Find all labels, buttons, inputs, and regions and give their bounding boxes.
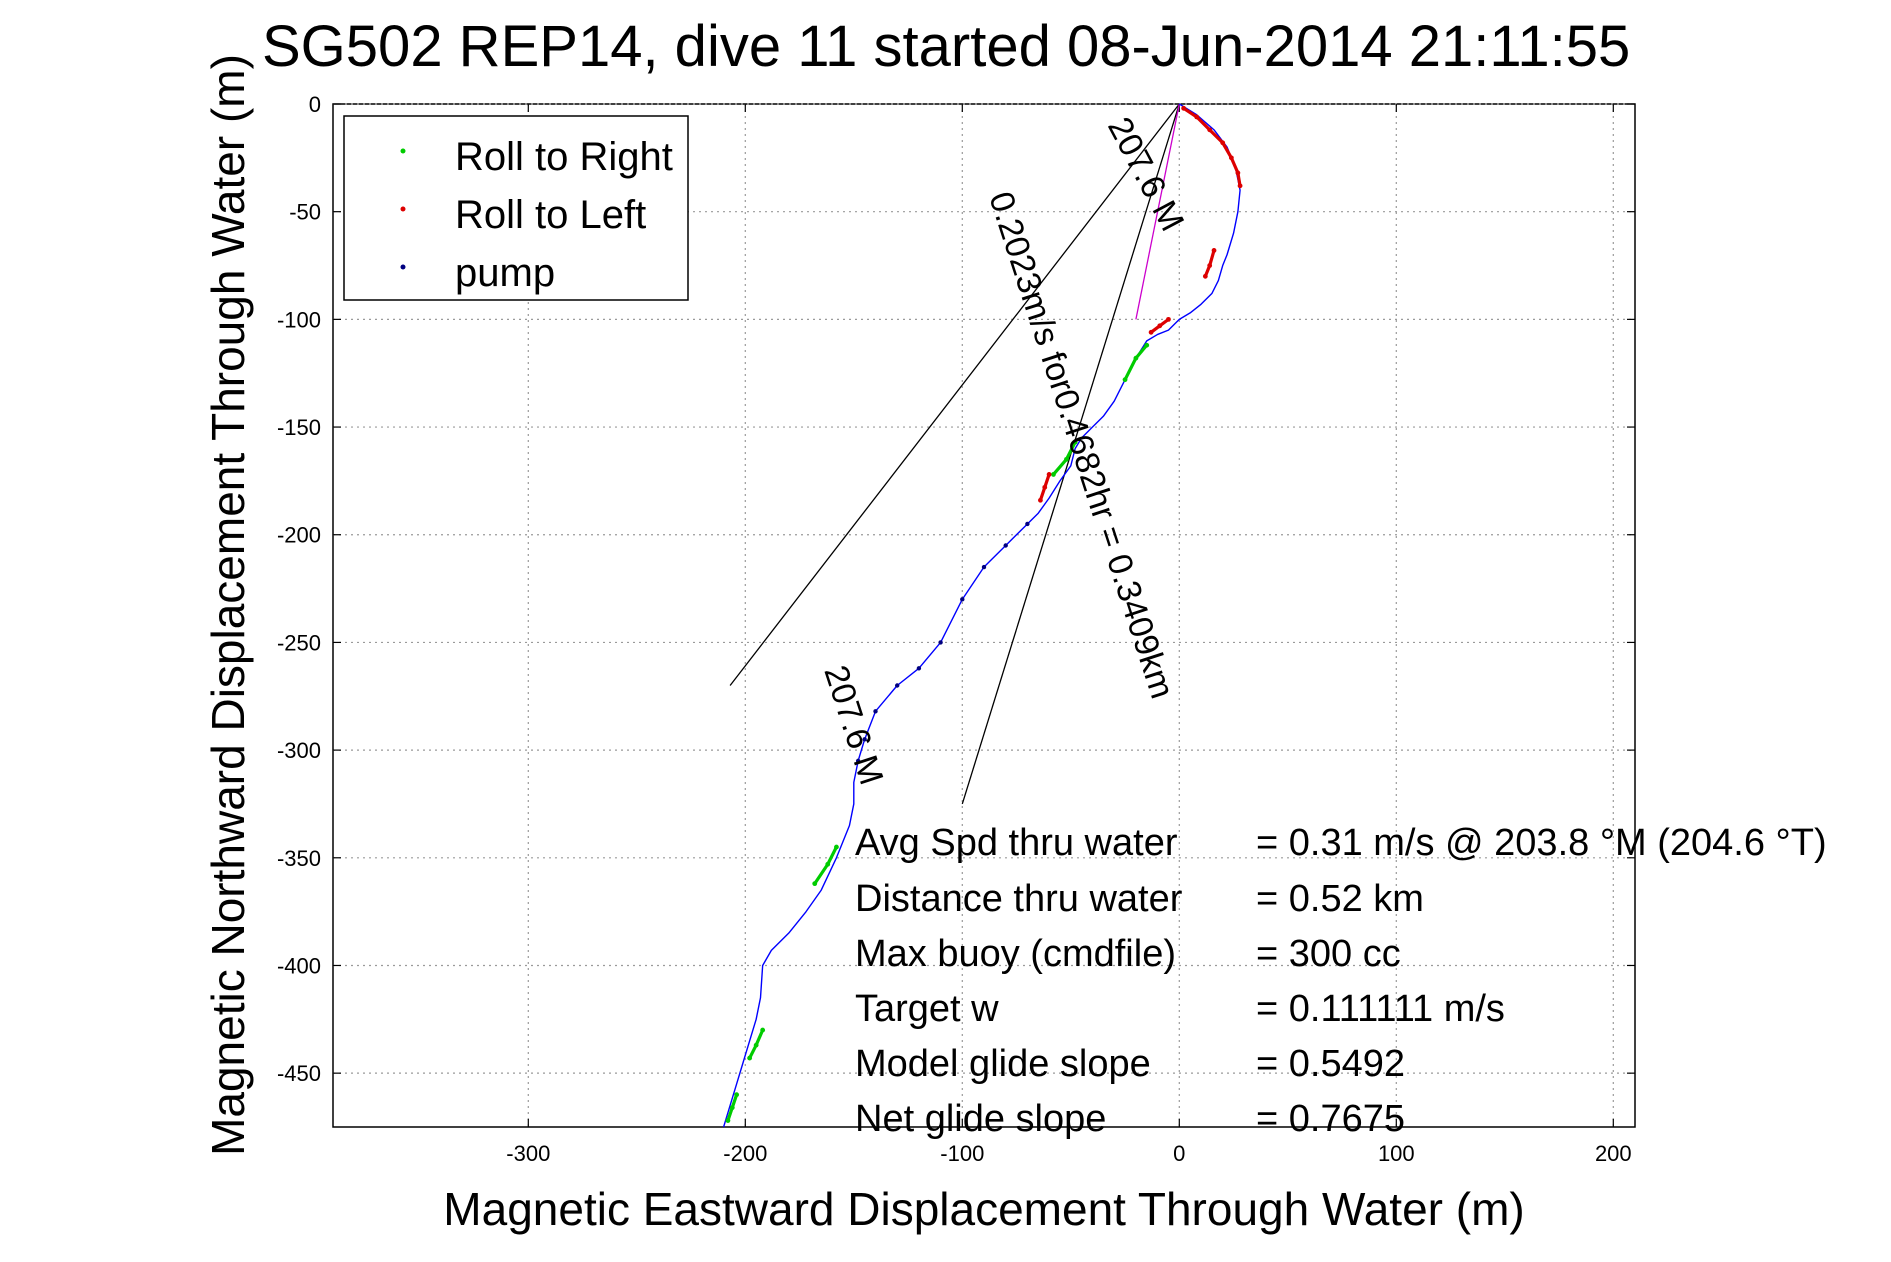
roll-left-point xyxy=(1228,155,1234,161)
roll-right-point xyxy=(812,881,818,887)
y-tick-label: 0 xyxy=(309,92,321,117)
series-layer xyxy=(722,103,1243,1128)
legend-marker-roll-right xyxy=(400,148,406,154)
x-tick-label: -100 xyxy=(940,1141,984,1166)
roll-right-point xyxy=(1064,456,1069,462)
stats-value-avg-speed: = 0.31 m/s @ 203.8 °M (204.6 °T) xyxy=(1256,822,1827,864)
x-tick-label: 200 xyxy=(1595,1141,1632,1166)
roll-left-point xyxy=(1220,140,1226,146)
y-tick-label: -250 xyxy=(277,630,321,655)
pump-point xyxy=(1003,543,1008,548)
roll-right-point xyxy=(747,1055,753,1061)
pump-point xyxy=(895,683,900,688)
y-tick-label: -100 xyxy=(277,307,321,332)
pump-point xyxy=(916,666,922,671)
x-tick-label: 100 xyxy=(1378,1141,1415,1166)
legend-label-roll-right: Roll to Right xyxy=(455,135,673,179)
stats-label-target-w: Target w xyxy=(855,988,999,1030)
roll-left-point xyxy=(1038,497,1043,503)
roll-right-point xyxy=(1122,377,1128,383)
roll-left-point xyxy=(1237,183,1243,189)
roll-right-point xyxy=(1144,342,1150,348)
stats-value-target-w: = 0.111111 m/s xyxy=(1256,988,1505,1030)
y-tick-label: -350 xyxy=(277,846,321,871)
roll-right-point xyxy=(734,1092,740,1098)
roll-right-point xyxy=(729,1105,735,1111)
y-tick-label: -50 xyxy=(289,200,321,225)
stats-value-net-glide: = 0.7675 xyxy=(1256,1098,1405,1140)
stats-label-distance: Distance thru water xyxy=(855,878,1183,920)
roll-right-point xyxy=(834,844,839,850)
x-tick-label: 0 xyxy=(1173,1141,1185,1166)
y-tick-label: -400 xyxy=(277,953,321,978)
pump-point xyxy=(981,564,987,570)
bearing-line xyxy=(1135,103,1180,320)
y-tick-label: -300 xyxy=(277,738,321,763)
pump-point xyxy=(873,709,878,714)
x-axis-label: Magnetic Eastward Displacement Through W… xyxy=(443,1183,1524,1235)
roll-left-point xyxy=(1207,127,1213,133)
roll-left-point xyxy=(1148,329,1154,335)
pump-point xyxy=(862,737,867,742)
stats-block: Avg Spd thru water = 0.31 m/s @ 203.8 °M… xyxy=(855,822,1827,1140)
roll-left-point xyxy=(1166,316,1171,322)
roll-left-point xyxy=(1202,273,1208,279)
y-tick-label: -150 xyxy=(277,415,321,440)
stats-value-max-buoy: = 300 cc xyxy=(1256,933,1401,975)
y-axis-label: Magnetic Northward Displacement Through … xyxy=(202,54,254,1156)
pump-point xyxy=(1025,521,1030,527)
chart-title: SG502 REP14, dive 11 started 08-Jun-2014… xyxy=(262,14,1630,79)
roll-left-point xyxy=(1042,484,1048,490)
stats-label-max-buoy: Max buoy (cmdfile) xyxy=(855,933,1176,975)
ticks: -300 -200 -100 0 100 200 0 -50 -100 -150 -200 -250 -… xyxy=(277,92,1635,1166)
stats-value-model-glide: = 0.5492 xyxy=(1256,1043,1405,1085)
stats-label-avg-speed: Avg Spd thru water xyxy=(855,822,1178,864)
roll-right-point xyxy=(725,1118,731,1123)
stats-label-net-glide: Net glide slope xyxy=(855,1098,1106,1140)
legend-marker-pump xyxy=(400,264,406,270)
roll-left-point xyxy=(1207,263,1213,268)
x-tick-label: -300 xyxy=(506,1141,550,1166)
roll-left-point xyxy=(1157,323,1163,329)
legend-label-roll-left: Roll to Left xyxy=(455,193,646,237)
pump-point xyxy=(938,640,943,645)
stats-value-distance: = 0.52 km xyxy=(1256,878,1424,920)
legend: Roll to Right Roll to Left pump xyxy=(343,115,689,301)
roll-right-point xyxy=(760,1027,766,1033)
legend-label-pump: pump xyxy=(455,251,555,295)
roll-left-point xyxy=(1211,248,1217,253)
pump-point xyxy=(960,597,965,602)
roll-right-point xyxy=(753,1042,759,1048)
roll-left-point xyxy=(1046,472,1052,477)
x-tick-label: -200 xyxy=(723,1141,767,1166)
legend-marker-roll-left xyxy=(400,206,406,212)
pump-point xyxy=(855,758,861,764)
y-tick-label: -200 xyxy=(277,523,321,548)
roll-right-point xyxy=(1072,439,1078,445)
roll-left-point xyxy=(1235,170,1241,176)
y-tick-label: -450 xyxy=(277,1061,321,1086)
roll-right-point xyxy=(1133,355,1139,361)
stats-label-model-glide: Model glide slope xyxy=(855,1043,1151,1085)
roll-right-point xyxy=(825,861,831,867)
track-line xyxy=(722,103,1241,1128)
roll-left-point xyxy=(1181,105,1187,111)
roll-left-point xyxy=(1194,114,1200,120)
bearing-line xyxy=(729,103,1180,686)
roll-right-point xyxy=(1051,472,1056,477)
